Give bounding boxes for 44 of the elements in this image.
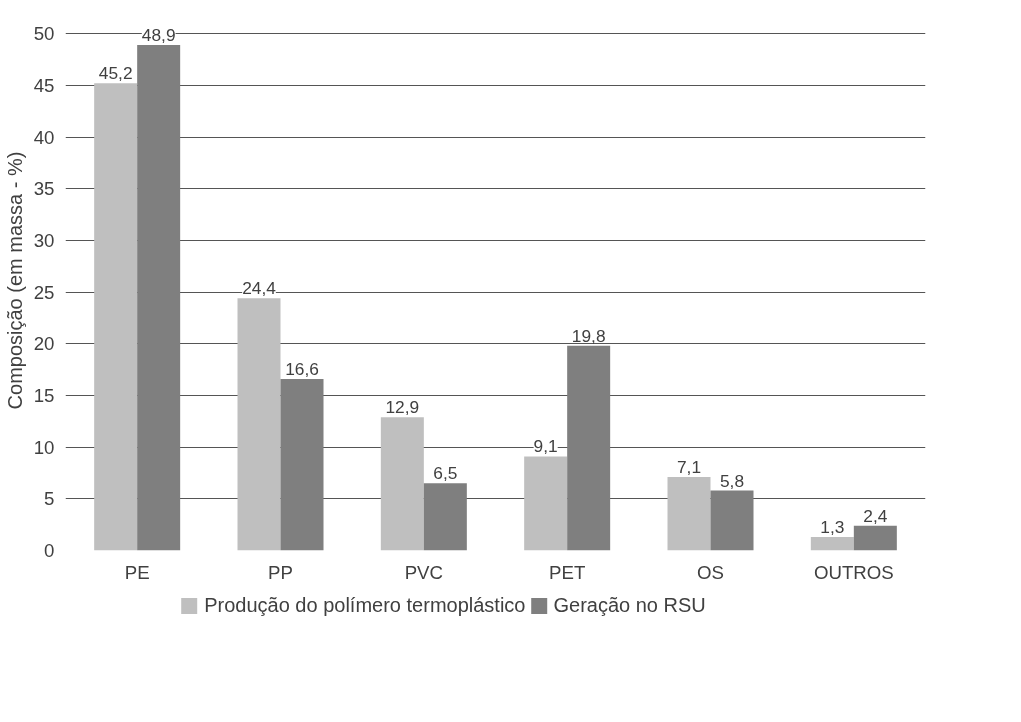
y-tick-label: 10 bbox=[33, 436, 55, 458]
bar bbox=[710, 490, 754, 551]
bar bbox=[853, 525, 897, 551]
bar bbox=[524, 456, 568, 551]
x-tick-label: PP bbox=[268, 561, 293, 583]
data-label: 2,4 bbox=[863, 505, 888, 526]
x-tick-label: PVC bbox=[404, 561, 444, 583]
x-tick-label: PE bbox=[124, 561, 150, 583]
y-tick-label: 50 bbox=[33, 23, 55, 45]
legend-label: Produção do polímero termoplástico bbox=[204, 593, 526, 617]
data-label: 6,5 bbox=[433, 463, 458, 484]
bar bbox=[137, 45, 181, 551]
bar bbox=[667, 477, 711, 551]
y-tick-label: 40 bbox=[33, 126, 55, 148]
bar bbox=[237, 298, 281, 551]
data-label: 9,1 bbox=[533, 436, 558, 457]
data-label: 45,2 bbox=[98, 63, 133, 84]
x-tick-label: PET bbox=[549, 561, 586, 583]
data-label: 7,1 bbox=[676, 457, 702, 478]
bar bbox=[280, 378, 324, 551]
bar bbox=[810, 537, 854, 551]
y-tick-label: 25 bbox=[33, 281, 55, 303]
y-axis-title: Composição (em massa - %) bbox=[3, 151, 26, 410]
y-tick-label: 20 bbox=[33, 333, 55, 355]
data-label: 1,3 bbox=[820, 517, 845, 538]
data-label: 24,4 bbox=[242, 278, 277, 299]
y-tick-label: 15 bbox=[33, 384, 55, 406]
data-label: 48,9 bbox=[141, 25, 176, 46]
data-label: 16,6 bbox=[285, 358, 319, 379]
y-tick-label: 30 bbox=[33, 229, 55, 251]
bar bbox=[94, 83, 138, 551]
legend-label: Geração no RSU bbox=[553, 593, 706, 617]
x-tick-label: OS bbox=[697, 561, 724, 583]
y-tick-label: 45 bbox=[33, 74, 55, 96]
y-tick-label: 0 bbox=[44, 540, 55, 561]
bar bbox=[423, 483, 467, 551]
x-tick-label: OUTROS bbox=[813, 561, 894, 583]
y-tick-label: 5 bbox=[44, 488, 55, 510]
data-label: 19,8 bbox=[571, 325, 606, 346]
y-tick-label: 35 bbox=[33, 178, 55, 200]
data-label: 12,9 bbox=[385, 397, 420, 418]
bar bbox=[567, 345, 611, 551]
bar bbox=[380, 417, 424, 551]
data-label: 5,8 bbox=[719, 470, 745, 491]
